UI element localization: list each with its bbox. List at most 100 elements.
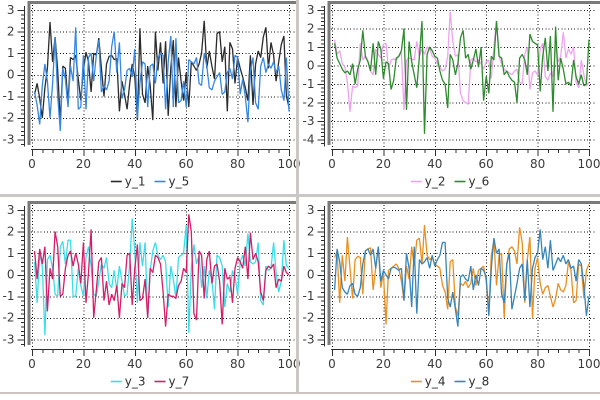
y-tick-label: -2 [3, 311, 15, 325]
x-tick-label: 60 [179, 157, 194, 171]
y-tick-labels: 3 2 1 0 -1 -2 -3 [303, 203, 315, 346]
subplot-top-right: 3 2 1 0 -1 -2 -3 -4 0 20 40 60 80 100 y_2 y_6 [300, 0, 600, 200]
series-y_5-line [33, 27, 290, 131]
y-tick-label: 0 [307, 268, 315, 282]
x-tick-label: 40 [427, 357, 442, 371]
x-tick-label: 100 [578, 157, 600, 171]
legend-item-y_5: y_5 [154, 175, 189, 189]
series-y_8-line [333, 229, 590, 327]
x-tick-label: 40 [427, 157, 442, 171]
subplot-bottom-left-canvas: 3 2 1 0 -1 -2 -3 0 20 40 60 80 100 y_3 y_7 [3, 201, 300, 389]
frame-left-bar [327, 1, 331, 145]
y-tick-label: -4 [303, 132, 315, 146]
y-tick-labels: 3 2 1 0 -1 -2 -3 [3, 3, 15, 147]
x-tick-label: 100 [278, 357, 300, 371]
frame-top-bar [327, 201, 600, 204]
legend-label-y_7: y_7 [169, 375, 190, 389]
legend-item-y_6: y_6 [454, 175, 490, 189]
y-axis [317, 6, 325, 147]
y-tick-label: 2 [307, 21, 315, 35]
subplot-top-right-canvas: 3 2 1 0 -1 -2 -3 -4 0 20 40 60 80 100 y_2 y_6 [303, 1, 600, 189]
y-tick-label: -2 [303, 311, 315, 325]
legend: y_3 y_7 [110, 375, 190, 389]
y-axis [317, 206, 325, 347]
y-tick-label: -1 [3, 289, 15, 303]
x-tick-label: 100 [278, 157, 300, 171]
x-tick-label: 40 [127, 357, 142, 371]
frame-left-bar [327, 201, 331, 345]
legend-label-y_2: y_2 [425, 175, 446, 189]
x-tick-label: 20 [376, 357, 391, 371]
frame-top-bar [27, 201, 296, 204]
x-tick-label: 60 [479, 157, 494, 171]
grid [31, 205, 296, 348]
y-axis [17, 6, 25, 147]
subplot-bottom-left: 3 2 1 0 -1 -2 -3 0 20 40 60 80 100 y_3 y_7 [0, 200, 300, 400]
y-tick-label: 0 [7, 68, 15, 82]
x-tick-label: 80 [530, 357, 545, 371]
series-y_4-line [333, 225, 590, 325]
x-tick-label: 0 [28, 357, 36, 371]
y-tick-labels: 3 2 1 0 -1 -2 -3 -4 [303, 3, 315, 147]
y-tick-label: 3 [307, 3, 315, 17]
panel-frame [27, 201, 296, 345]
x-tick-label: 80 [530, 157, 545, 171]
x-tick-label: 80 [230, 157, 245, 171]
series-y_7-line [33, 214, 290, 327]
subplot-bottom-right-canvas: 3 2 1 0 -1 -2 -3 0 20 40 60 80 100 y_4 y_8 [303, 201, 600, 389]
grid [331, 5, 596, 148]
x-tick-label: 0 [328, 157, 336, 171]
bottom-border [0, 392, 600, 394]
y-tick-label: -3 [303, 332, 315, 346]
legend: y_2 y_6 [410, 175, 490, 189]
x-tick-label: 40 [127, 157, 142, 171]
x-tick-label: 60 [179, 357, 194, 371]
legend: y_1 y_5 [110, 175, 189, 189]
separator-horizontal [0, 193, 600, 197]
y-tick-label: 3 [7, 3, 15, 17]
legend-label-y_1: y_1 [125, 175, 146, 189]
y-tick-label: -2 [3, 111, 15, 125]
y-tick-label: 2 [7, 24, 15, 38]
x-tick-labels: 0 20 40 60 80 100 [28, 157, 300, 171]
legend-label-y_3: y_3 [125, 375, 146, 389]
y-tick-label: 1 [307, 40, 315, 54]
x-tick-label: 20 [76, 357, 91, 371]
legend: y_4 y_8 [410, 375, 489, 389]
y-tick-label: 2 [307, 224, 315, 238]
y-tick-label: 2 [7, 224, 15, 238]
y-tick-label: 0 [307, 58, 315, 72]
y-tick-label: 3 [307, 203, 315, 217]
y-tick-label: 3 [7, 203, 15, 217]
frame-top-bar [327, 1, 600, 4]
x-axis [331, 349, 590, 356]
x-tick-labels: 0 20 40 60 80 100 [328, 357, 600, 371]
y-tick-label: -3 [3, 132, 15, 146]
y-tick-label: 0 [7, 268, 15, 282]
legend-label-y_4: y_4 [425, 375, 446, 389]
y-tick-label: -1 [3, 89, 15, 103]
y-tick-label: -1 [303, 289, 315, 303]
y-tick-label: 1 [7, 246, 15, 260]
series-y_3-line [33, 218, 290, 336]
x-axis [31, 349, 290, 356]
y-tick-label: -3 [303, 114, 315, 128]
legend-label-y_6: y_6 [469, 175, 490, 189]
y-tick-labels: 3 2 1 0 -1 -2 -3 [3, 203, 15, 346]
x-tick-label: 80 [230, 357, 245, 371]
series-y_6-line [333, 21, 590, 134]
y-tick-label: 1 [7, 46, 15, 60]
y-tick-label: 1 [307, 246, 315, 260]
legend-item-y_1: y_1 [110, 175, 146, 189]
panel-frame [327, 201, 600, 345]
panel-frame [27, 1, 296, 145]
x-axis [331, 149, 590, 156]
x-tick-labels: 0 20 40 60 80 100 [28, 357, 300, 371]
y-axis [17, 206, 25, 347]
y-tick-label: -2 [303, 95, 315, 109]
x-tick-labels: 0 20 40 60 80 100 [328, 157, 600, 171]
x-tick-label: 60 [479, 357, 494, 371]
x-tick-label: 0 [28, 157, 36, 171]
grid [331, 205, 596, 348]
